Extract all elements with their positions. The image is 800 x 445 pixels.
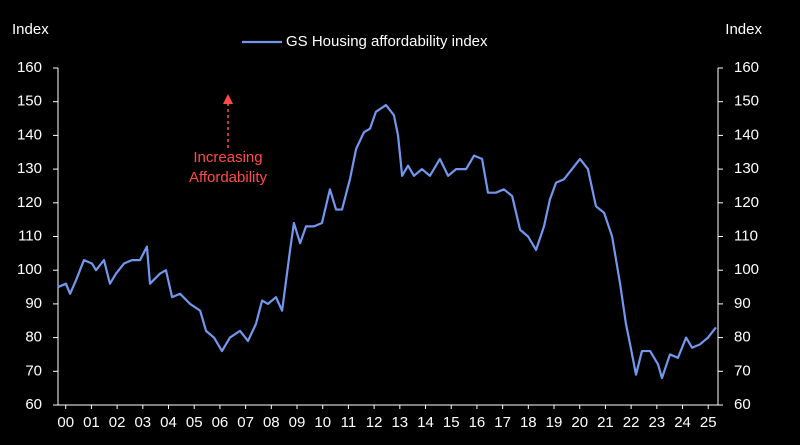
annotation: Increasing Affordability bbox=[189, 94, 268, 186]
y2-tick-label: 70 bbox=[734, 362, 751, 379]
x-tick-label: 02 bbox=[109, 414, 126, 431]
y-tick-label: 100 bbox=[17, 261, 42, 278]
x-tick-label: 10 bbox=[314, 414, 331, 431]
y-tick-label: 160 bbox=[17, 59, 42, 76]
y2-tick-label: 160 bbox=[734, 59, 759, 76]
y2-tick-label: 80 bbox=[734, 329, 751, 346]
x-tick-label: 13 bbox=[391, 414, 408, 431]
y2-tick-label: 120 bbox=[734, 194, 759, 211]
y2-tick-label: 60 bbox=[734, 396, 751, 413]
x-tick-label: 19 bbox=[546, 414, 563, 431]
x-tick-label: 23 bbox=[648, 414, 665, 431]
x-tick-label: 12 bbox=[366, 414, 383, 431]
data-line bbox=[57, 103, 717, 380]
x-tick-label: 04 bbox=[160, 414, 177, 431]
y-axis-label: Index bbox=[12, 21, 49, 38]
x-tick-label: 11 bbox=[341, 414, 357, 431]
y2-tick-label: 90 bbox=[734, 295, 751, 312]
x-tick-label: 17 bbox=[494, 414, 511, 431]
x-tick-label: 03 bbox=[134, 414, 151, 431]
x-tick-label: 16 bbox=[469, 414, 486, 431]
x-tick-label: 01 bbox=[83, 414, 100, 431]
x-tick-label: 22 bbox=[623, 414, 640, 431]
y-tick-label: 140 bbox=[17, 126, 42, 143]
y-tick-label: 80 bbox=[25, 329, 42, 346]
x-tick-label: 18 bbox=[520, 414, 537, 431]
annotation-text: Affordability bbox=[189, 169, 268, 186]
y2-tick-label: 150 bbox=[734, 93, 759, 110]
y-tick-label: 70 bbox=[25, 362, 42, 379]
x-tick-label: 20 bbox=[571, 414, 588, 431]
x-tick-label: 08 bbox=[263, 414, 280, 431]
x-tick-label: 09 bbox=[289, 414, 306, 431]
annotation-text: Increasing bbox=[193, 149, 262, 166]
x-tick-label: 06 bbox=[212, 414, 229, 431]
y2-axis-label: Index bbox=[725, 21, 762, 38]
y-tick-label: 120 bbox=[17, 194, 42, 211]
y-tick-label: 150 bbox=[17, 93, 42, 110]
x-tick-label: 25 bbox=[700, 414, 717, 431]
y-tick-label: 130 bbox=[17, 160, 42, 177]
y-tick-label: 90 bbox=[25, 295, 42, 312]
x-tick-label: 15 bbox=[443, 414, 460, 431]
y2-tick-label: 100 bbox=[734, 261, 759, 278]
y-tick-label: 110 bbox=[18, 227, 42, 244]
x-tick-label: 00 bbox=[57, 414, 74, 431]
legend-label: GS Housing affordability index bbox=[286, 33, 488, 50]
x-tick-label: 14 bbox=[417, 414, 434, 431]
y2-tick-label: 130 bbox=[734, 160, 759, 177]
x-tick-label: 21 bbox=[597, 414, 614, 431]
y-tick-label: 60 bbox=[25, 396, 42, 413]
annotation-arrowhead bbox=[223, 94, 233, 104]
y2-tick-label: 110 bbox=[734, 227, 758, 244]
x-tick-label: 07 bbox=[237, 414, 254, 431]
y2-tick-label: 140 bbox=[734, 126, 759, 143]
x-tick-label: 24 bbox=[674, 414, 691, 431]
x-tick-label: 05 bbox=[186, 414, 203, 431]
